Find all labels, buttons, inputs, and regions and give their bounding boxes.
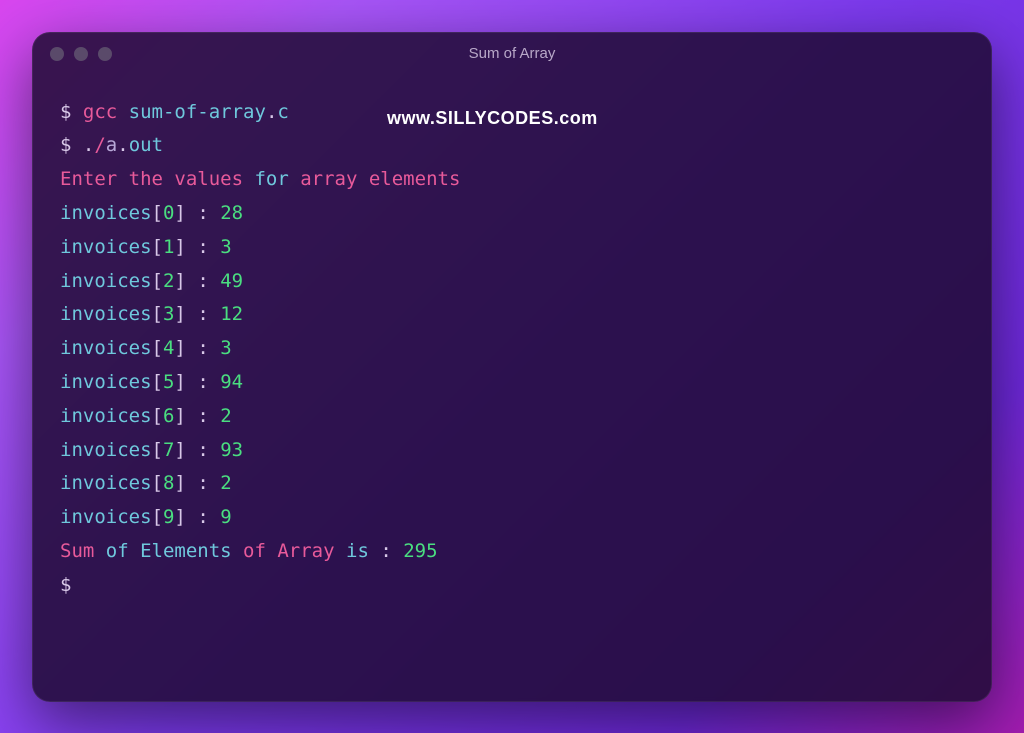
watermark-text: www.SILLYCODES.com [387,102,598,134]
terminal-body[interactable]: www.SILLYCODES.com $ gcc sum-of-array.c$… [32,76,992,623]
terminal-line: invoices[8] : 2 [60,467,964,501]
terminal-line: invoices[2] : 49 [60,265,964,299]
maximize-icon[interactable] [98,47,112,61]
terminal-window: Sum of Array www.SILLYCODES.com $ gcc su… [32,32,992,702]
terminal-line: Enter the values for array elements [60,163,964,197]
terminal-line: invoices[3] : 12 [60,298,964,332]
terminal-line: Sum of Elements of Array is : 295 [60,535,964,569]
traffic-lights [50,47,112,61]
terminal-line: $ [60,569,964,603]
titlebar: Sum of Array [32,32,992,76]
terminal-line: invoices[6] : 2 [60,400,964,434]
terminal-line: invoices[1] : 3 [60,231,964,265]
terminal-line: invoices[5] : 94 [60,366,964,400]
minimize-icon[interactable] [74,47,88,61]
window-title: Sum of Array [32,45,992,62]
terminal-output: $ gcc sum-of-array.c$ ./a.outEnter the v… [60,96,964,603]
terminal-line: invoices[7] : 93 [60,434,964,468]
terminal-line: $ ./a.out [60,129,964,163]
close-icon[interactable] [50,47,64,61]
terminal-line: invoices[4] : 3 [60,332,964,366]
terminal-line: invoices[9] : 9 [60,501,964,535]
terminal-line: invoices[0] : 28 [60,197,964,231]
